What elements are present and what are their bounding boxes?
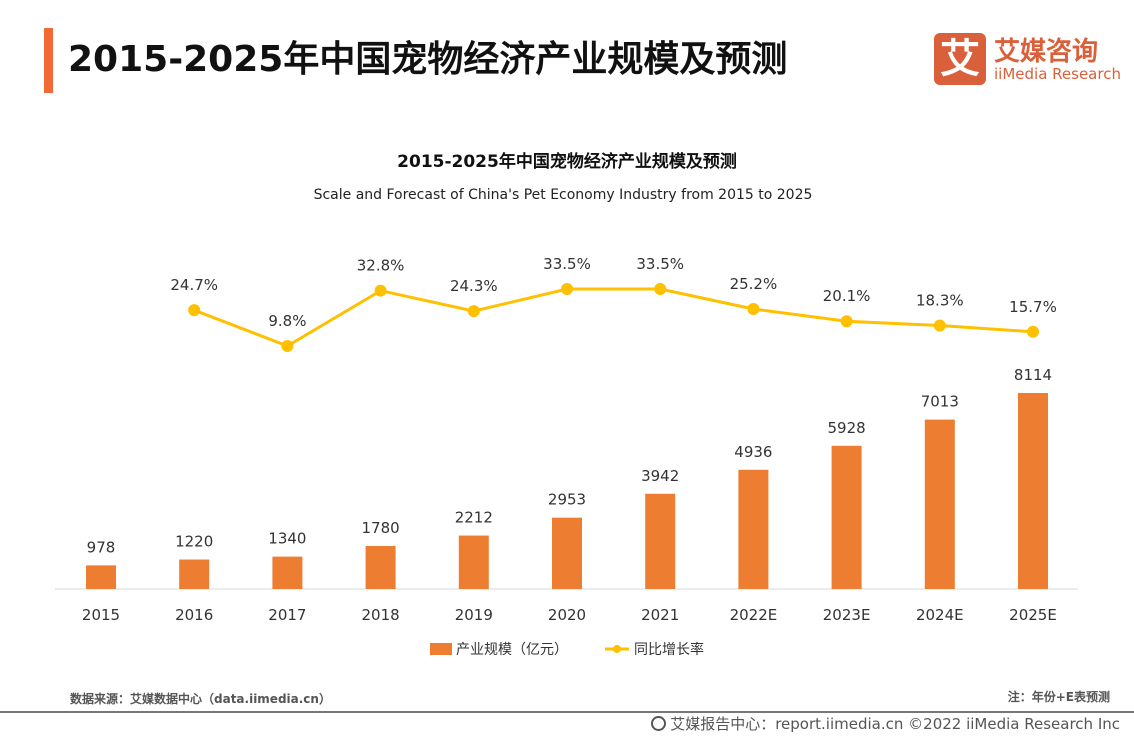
bar-value-label: 978 [87, 538, 116, 556]
bar-value-label: 1780 [362, 519, 400, 537]
x-tick-label: 2023E [823, 606, 871, 624]
line-value-label: 9.8% [268, 312, 306, 330]
line-value-label: 33.5% [543, 255, 591, 273]
data-source: 数据来源：艾媒数据中心（data.iimedia.cn） [70, 692, 331, 706]
legend: 产业规模（亿元） 同比增长率 [430, 641, 704, 658]
line-value-label: 24.7% [170, 276, 218, 294]
bar [272, 556, 303, 589]
line-point [840, 315, 853, 328]
bar [1018, 393, 1048, 589]
footer-text: 艾媒报告中心：report.iimedia.cn ©2022 iiMedia R… [670, 715, 1120, 733]
line-point [933, 319, 946, 332]
bar-value-label: 1340 [268, 530, 306, 548]
line-point [281, 339, 294, 352]
legend-swatch-bar [430, 643, 452, 655]
bar-value-label: 4936 [734, 443, 772, 461]
footer-divider [0, 711, 1134, 713]
line-value-label: 15.7% [1009, 298, 1057, 316]
x-tick-label: 2018 [362, 606, 400, 624]
legend-marker [613, 645, 621, 653]
bar-value-label: 2953 [548, 491, 586, 509]
bar [179, 559, 210, 589]
legend-label-line: 同比增长率 [634, 641, 704, 658]
line-value-label: 24.3% [450, 277, 498, 295]
bar-value-label: 5928 [828, 419, 866, 437]
x-tick-label: 2017 [268, 606, 306, 624]
x-tick-label: 2021 [641, 606, 679, 624]
chart-title: 2015-2025年中国宠物经济产业规模及预测 [397, 151, 737, 172]
x-tick-label: 2025E [1009, 606, 1057, 624]
logo-cn: 艾媒咨询 [994, 37, 1099, 67]
x-tick-label: 2022E [730, 606, 778, 624]
line-point [561, 283, 573, 295]
line-point [747, 302, 760, 315]
line-value-label: 32.8% [357, 257, 405, 275]
line-value-label: 33.5% [636, 255, 684, 273]
x-tick-label: 2020 [548, 606, 586, 624]
line-value-label: 18.3% [916, 292, 964, 310]
line-point [1027, 325, 1039, 338]
title-accent-bar [44, 28, 53, 93]
line-point [467, 305, 480, 318]
line-value-label: 25.2% [730, 275, 778, 293]
globe-icon [651, 716, 667, 731]
bar [738, 469, 769, 589]
bar-value-label: 2212 [455, 509, 493, 527]
bar [458, 535, 489, 589]
bar-value-label: 1220 [175, 533, 213, 551]
bar [924, 419, 955, 589]
bar [365, 546, 396, 589]
growth-line [193, 287, 1034, 348]
x-tick-label: 2024E [916, 606, 964, 624]
bar [552, 517, 582, 589]
line-point [374, 284, 387, 297]
x-tick-label: 2019 [455, 606, 493, 624]
bar [86, 565, 116, 589]
bar-value-label: 8114 [1014, 366, 1052, 384]
iimedia-logo: 艾 艾媒咨询 iiMedia Research [934, 33, 1121, 85]
line-point [654, 283, 667, 295]
forecast-note: 注：年份+E表预测 [1007, 690, 1110, 704]
x-tick-label: 2016 [175, 606, 213, 624]
line-point [188, 304, 201, 317]
bar-value-label: 3942 [641, 467, 679, 485]
bar [645, 493, 676, 589]
chart-subtitle: Scale and Forecast of China's Pet Econom… [314, 187, 813, 203]
footer-copyright: 艾媒报告中心：report.iimedia.cn ©2022 iiMedia R… [651, 713, 1120, 734]
bar [831, 445, 862, 589]
logo-mark: 艾 [934, 33, 986, 85]
logo-en: iiMedia Research [994, 65, 1121, 83]
x-tick-label: 2015 [82, 606, 120, 624]
line-value-label: 20.1% [823, 287, 871, 305]
page-title: 2015-2025年中国宠物经济产业规模及预测 [68, 39, 788, 80]
bar-value-label: 7013 [921, 393, 959, 411]
legend-label-bar: 产业规模（亿元） [456, 642, 568, 658]
